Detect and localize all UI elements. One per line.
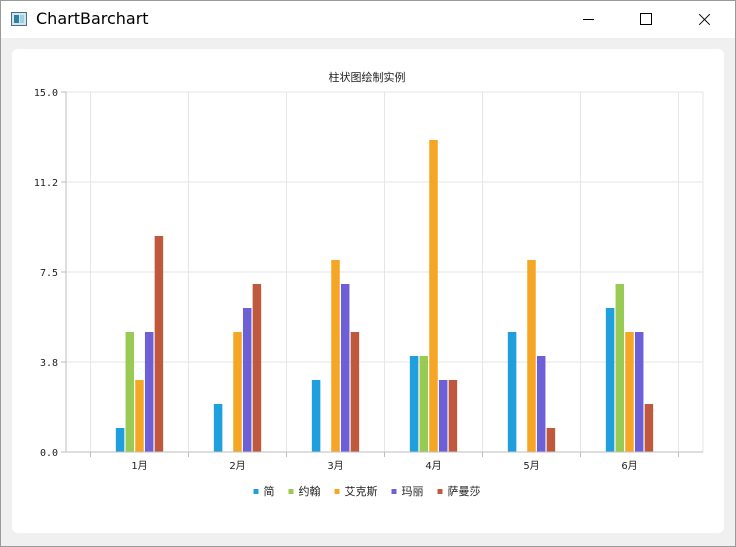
window-title: ChartBarchart xyxy=(36,9,149,28)
bar-chart: 柱状图绘制实例 0.0 3.8 7.5 11.2 15.0 1月 2月 3月 4月 5月 6月 简 约… xyxy=(34,70,704,498)
legend-label: 简 xyxy=(264,484,275,498)
y-tick-label: 0.0 xyxy=(40,448,58,459)
bar xyxy=(233,332,242,452)
bar xyxy=(331,260,340,452)
x-tick-label: 2月 xyxy=(229,460,245,472)
y-tick-label: 15.0 xyxy=(34,88,58,99)
bar xyxy=(448,380,458,452)
bar xyxy=(350,332,360,452)
bar xyxy=(242,308,252,452)
chart-panel: 柱状图绘制实例 0.0 3.8 7.5 11.2 15.0 1月 2月 3月 4月 5月 6月 简 约… xyxy=(12,49,724,533)
bar xyxy=(615,284,625,452)
minimize-icon[interactable] xyxy=(565,1,611,38)
bar xyxy=(419,356,429,452)
close-icon[interactable] xyxy=(681,1,727,38)
bar xyxy=(135,380,144,452)
bar xyxy=(409,356,419,452)
x-tick-label: 5月 xyxy=(523,460,539,472)
axes: 0.0 3.8 7.5 11.2 15.0 1月 2月 3月 4月 5月 6月 xyxy=(34,88,703,472)
legend-marker xyxy=(253,489,259,494)
bar xyxy=(115,428,125,452)
bar xyxy=(536,356,546,452)
bar xyxy=(644,404,654,452)
bar xyxy=(311,380,321,452)
y-tick-label: 3.8 xyxy=(40,358,58,369)
bar xyxy=(154,236,164,452)
y-tick-label: 7.5 xyxy=(40,268,58,279)
maximize-icon[interactable] xyxy=(623,1,669,38)
bar xyxy=(507,332,517,452)
bar xyxy=(438,380,448,452)
legend-marker xyxy=(334,489,340,494)
legend-marker xyxy=(288,489,294,494)
x-tick-label: 1月 xyxy=(131,460,147,472)
bar xyxy=(252,284,262,452)
chart-title: 柱状图绘制实例 xyxy=(329,70,406,84)
app-window-icon xyxy=(11,12,27,26)
bar xyxy=(634,332,644,452)
y-tick-label: 11.2 xyxy=(34,178,58,189)
bar xyxy=(144,332,154,452)
legend-label: 玛丽 xyxy=(402,485,424,498)
x-tick-label: 3月 xyxy=(327,460,343,472)
legend-marker xyxy=(437,489,443,494)
x-tick-label: 6月 xyxy=(621,460,637,472)
bar xyxy=(605,308,615,452)
legend-label: 约翰 xyxy=(299,484,321,498)
legend-label: 艾克斯 xyxy=(345,485,378,498)
bar xyxy=(213,404,223,452)
x-tick-label: 4月 xyxy=(425,460,441,472)
legend-label: 萨曼莎 xyxy=(448,484,481,498)
bar xyxy=(429,140,438,452)
bars xyxy=(115,140,654,452)
bar xyxy=(125,332,135,452)
title-bar[interactable]: ChartBarchart xyxy=(1,1,735,38)
legend: 简 约翰 艾克斯 玛丽 萨曼莎 xyxy=(253,484,481,498)
legend-marker xyxy=(391,489,397,494)
bar xyxy=(340,284,350,452)
bar xyxy=(527,260,536,452)
bar xyxy=(546,428,556,452)
bar xyxy=(625,332,634,452)
